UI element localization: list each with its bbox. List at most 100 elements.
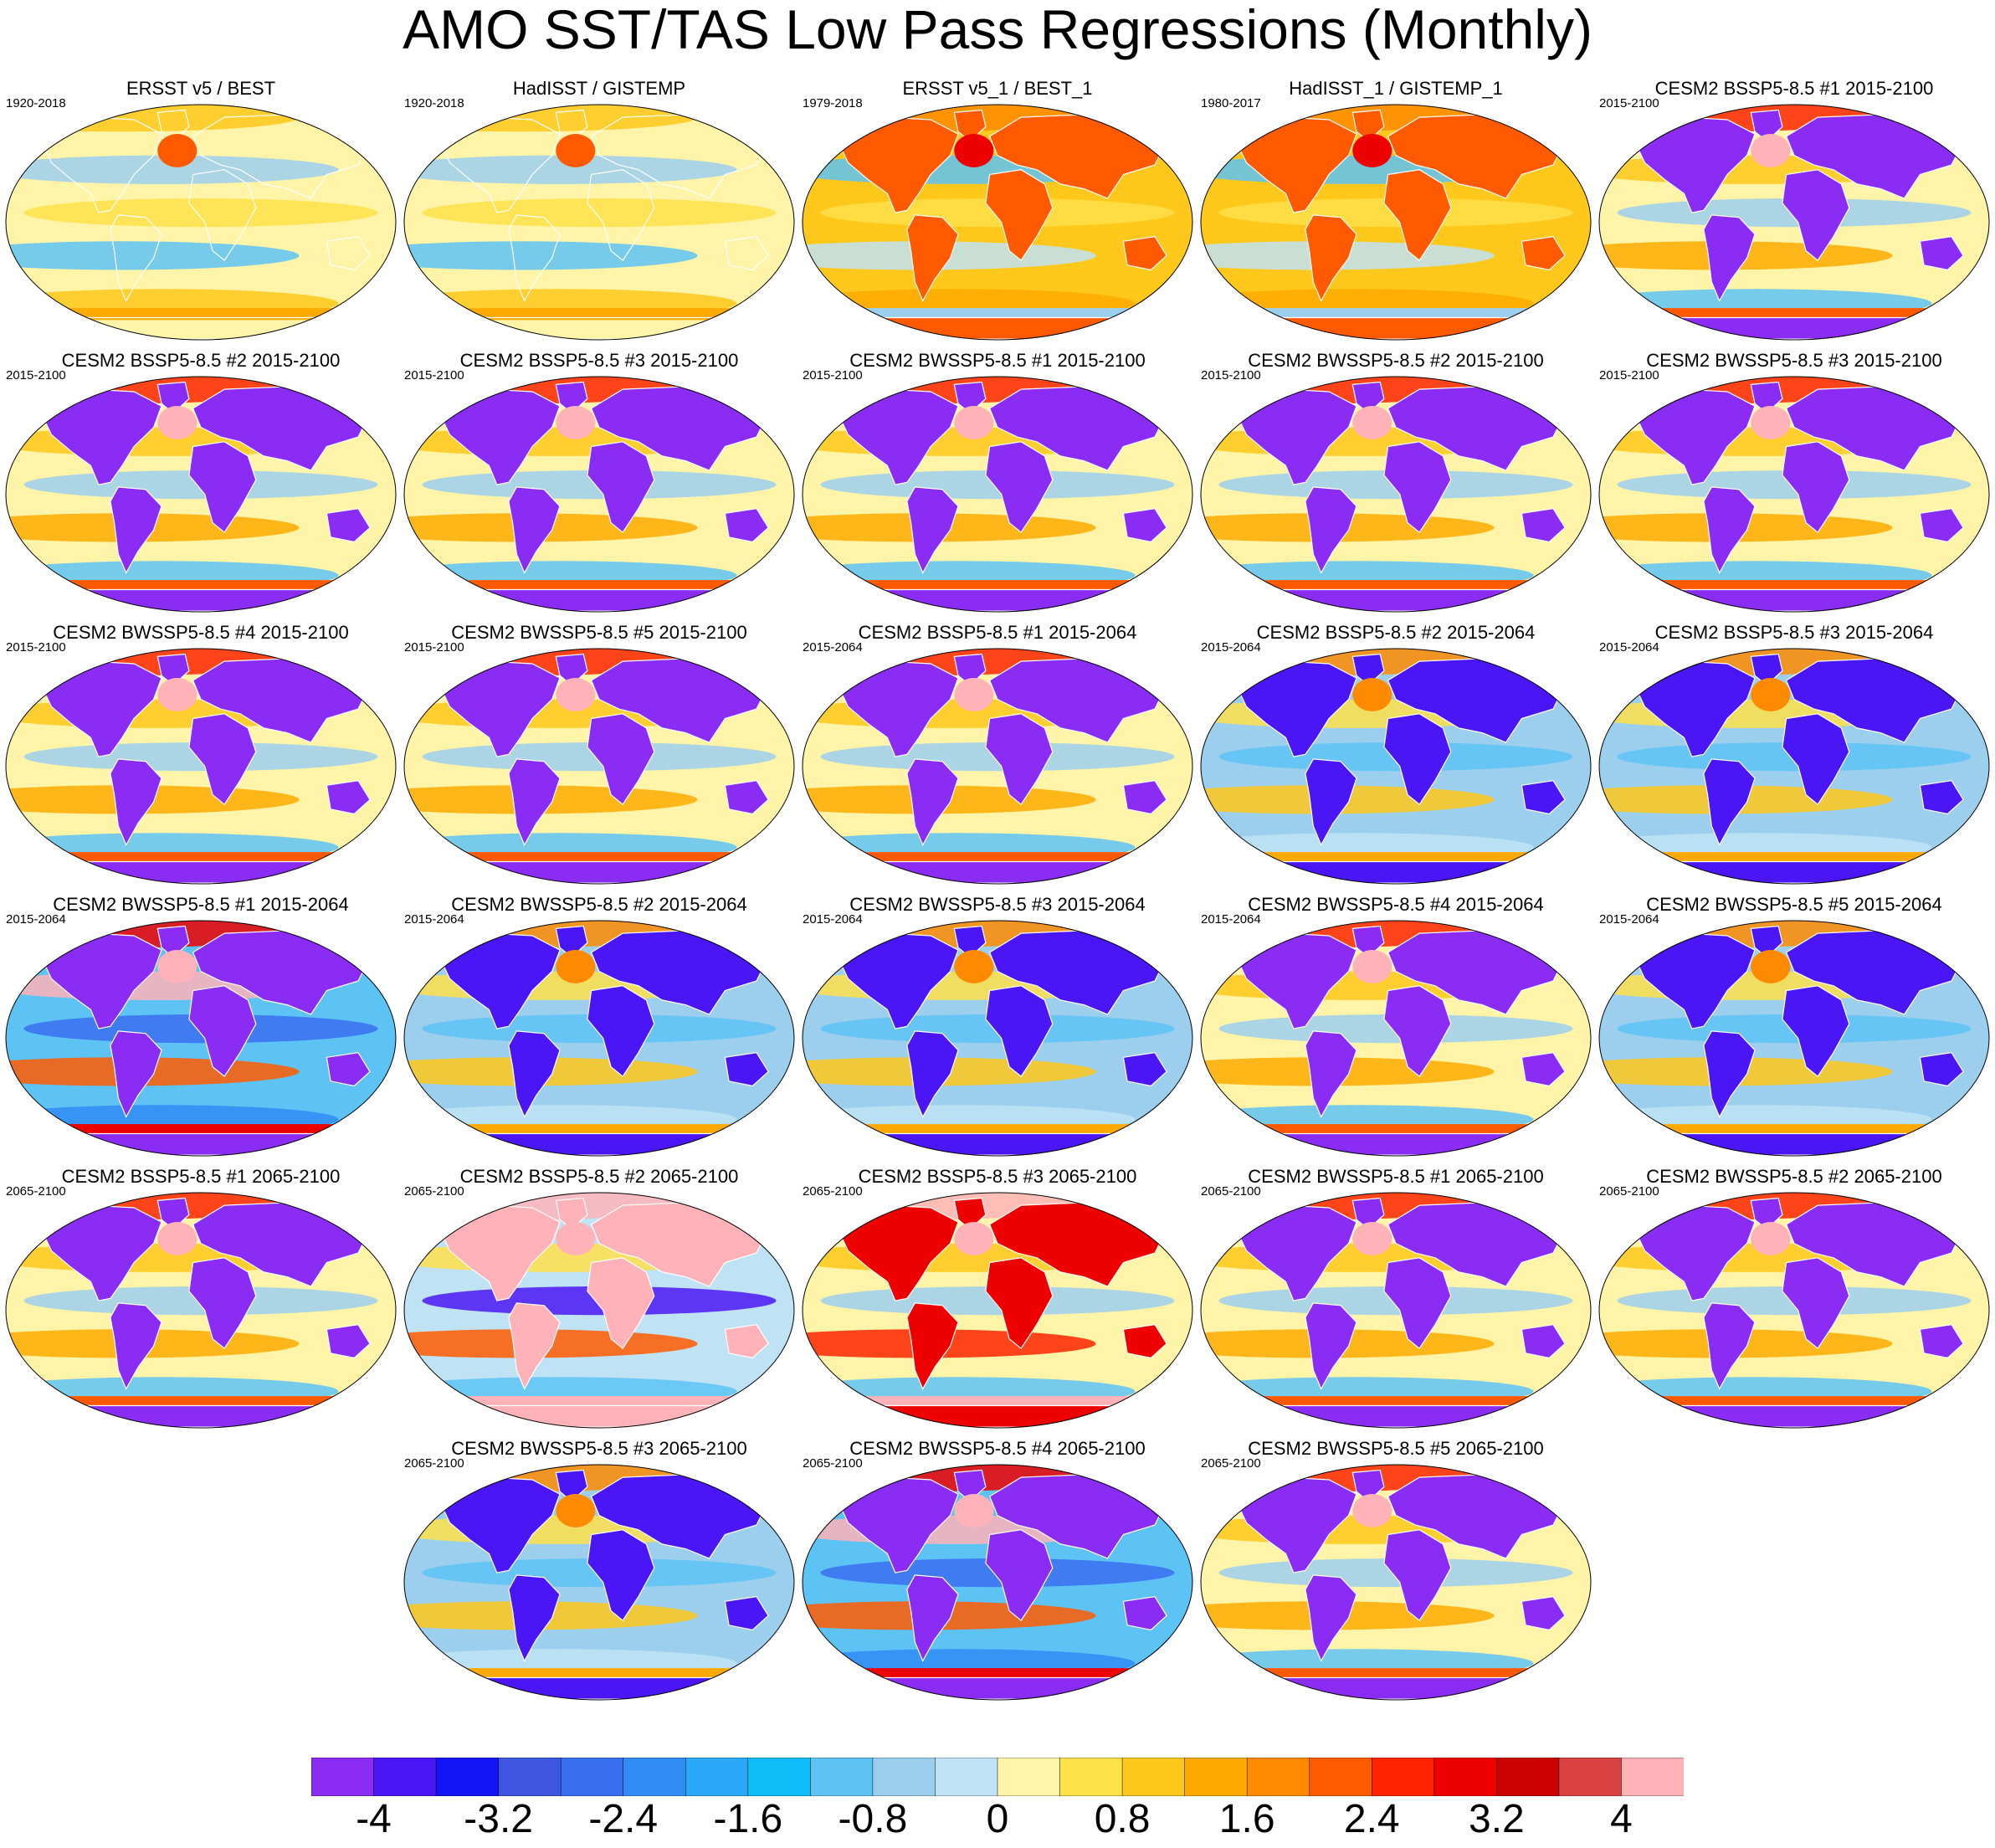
figure-title: AMO SST/TAS Low Pass Regressions (Monthl… [403,0,1592,60]
map-border [1598,920,1990,1157]
continent-southAmerica [508,1302,561,1390]
colorbar-swatch [1372,1758,1435,1796]
map-border [403,648,795,885]
continent-antarctica [27,1404,375,1428]
continent-africa [1782,441,1850,533]
colorbar-swatch [1059,1758,1123,1796]
continent-greenland [1750,653,1783,686]
continent-australia [724,1051,769,1087]
world-map [802,1464,1193,1701]
continent-antarctica [823,588,1172,612]
north-atlantic-anomaly [1352,1494,1392,1527]
panel-title: CESM2 BSSP5-8.5 #3 2015-2100 [459,350,739,371]
panel-title: ERSST v5 / BEST [126,78,276,99]
southern-ocean-band [6,852,396,865]
continent-greenland [555,653,588,686]
southern-ocean-band [1599,308,1989,321]
continent-southAmerica [1703,214,1756,302]
map-panel: CESM2 BWSSP5-8.5 #3 2065-2100 2065-2100 [403,1438,796,1706]
panel-title: CESM2 BWSSP5-8.5 #5 2015-2064 [1646,894,1942,915]
map-panel: CESM2 BSSP5-8.5 #2 2015-2100 2015-2100 [4,350,397,618]
map-border [403,376,795,613]
continent-africa [985,1257,1054,1349]
continent-africa [1383,441,1452,533]
continent-australia [1919,507,1964,543]
map-border [1200,648,1592,885]
map-panel: CESM2 BWSSP5-8.5 #2 2065-2100 2065-2100 [1598,1166,1991,1434]
continent-africa [1782,169,1850,261]
continent-australia [1521,1051,1566,1087]
panel-period: 1920-2018 [404,96,464,110]
world-map [1598,920,1990,1157]
continent-antarctica [1620,1404,1968,1428]
southern-ocean-band [1201,1124,1591,1137]
continent-africa [1383,169,1452,261]
north-atlantic-anomaly [954,950,994,983]
world-map [5,648,397,885]
continent-southAmerica [1703,1302,1756,1390]
world-map [403,920,795,1157]
continent-greenland [953,925,987,958]
world-map [5,104,397,341]
map-border [5,1192,397,1429]
colorbar-tick-label: 4 [1610,1797,1633,1841]
map-panel: CESM2 BWSSP5-8.5 #4 2015-2100 2015-2100 [4,622,397,890]
continent-southAmerica [1703,758,1756,846]
continent-northAmerica [1238,660,1357,757]
map-panel: CESM2 BSSP5-8.5 #1 2015-2100 2015-2100 [1598,78,1991,346]
panel-title: CESM2 BSSP5-8.5 #3 2015-2064 [1654,622,1934,643]
world-map [1598,104,1990,341]
continent-antarctica [27,1132,375,1156]
north-atlantic-anomaly [1352,678,1392,711]
north-atlantic-anomaly [954,1494,994,1527]
continent-africa [985,1529,1054,1621]
continent-antarctica [823,860,1172,884]
panel-period: 2015-2064 [1201,640,1261,654]
continent-australia [724,507,769,543]
continent-australia [326,235,371,271]
world-map [1200,104,1592,341]
world-map [5,376,397,613]
map-panel: CESM2 BWSSP5-8.5 #1 2015-2100 2015-2100 [801,350,1194,618]
world-map [5,920,397,1157]
colorbar-tick-label: -0.8 [838,1797,908,1841]
north-atlantic-anomaly [556,406,596,439]
continent-australia [724,1323,769,1359]
continent-southAmerica [1305,214,1357,302]
continent-antarctica [823,1132,1172,1156]
panel-title: CESM2 BWSSP5-8.5 #4 2015-2100 [53,622,349,643]
southern-ocean-band [404,1396,794,1409]
map-panel: CESM2 BWSSP5-8.5 #2 2015-2100 2015-2100 [1199,350,1592,618]
map-border [1200,1192,1592,1429]
map-border [5,376,397,613]
colorbar-swatch [747,1758,812,1796]
continent-australia [1122,235,1167,271]
colorbar-swatch [1433,1758,1498,1796]
colorbar-swatch [1558,1758,1623,1796]
panel-period: 2065-2100 [404,1184,464,1199]
panel-period: 2065-2100 [6,1184,66,1199]
world-map [1200,648,1592,885]
north-atlantic-anomaly [1352,406,1392,439]
continent-northAmerica [839,932,959,1029]
continent-antarctica [1222,1676,1570,1700]
panel-title: CESM2 BSSP5-8.5 #1 2015-2100 [1654,78,1934,99]
southern-ocean-band [1599,1396,1989,1409]
map-border [1200,104,1592,341]
continent-southAmerica [110,486,162,574]
panel-period: 2015-2100 [1599,96,1659,110]
continent-greenland [555,1197,588,1230]
panel-period: 2015-2100 [404,368,464,382]
panel-period: 2065-2100 [803,1184,863,1199]
continent-southAmerica [906,758,959,846]
map-border [403,1192,795,1429]
panel-title: CESM2 BWSSP5-8.5 #2 2065-2100 [1646,1166,1942,1187]
continent-antarctica [823,1404,1172,1428]
continent-northAmerica [43,1204,162,1301]
continent-africa [188,713,257,805]
continent-northAmerica [1238,116,1357,213]
map-border [802,648,1193,885]
southern-ocean-band [404,1124,794,1137]
panel-title: CESM2 BWSSP5-8.5 #2 2015-2064 [451,894,747,915]
continent-northAmerica [1636,932,1756,1029]
